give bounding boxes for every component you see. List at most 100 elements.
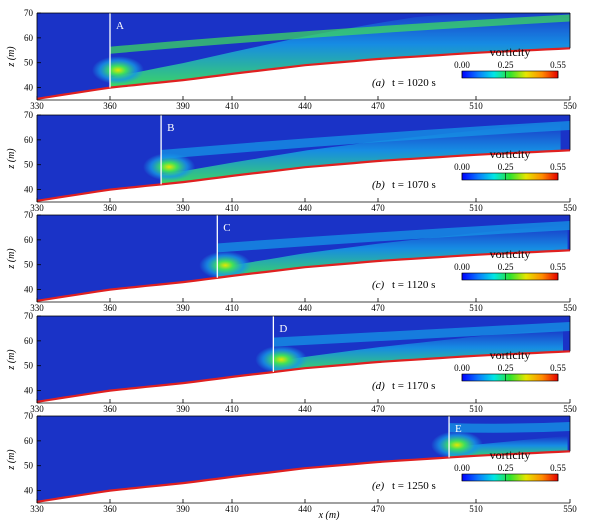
x-tick-label: 470 [371, 203, 385, 213]
colorbar-tick-label: 0.00 [454, 363, 470, 373]
current-head [255, 345, 308, 374]
vorticity-field [37, 215, 570, 301]
colorbar [461, 272, 559, 281]
panel-time: t = 1170 s [392, 380, 435, 392]
y-axis-label: z (m) [6, 46, 17, 68]
panel-e: E 40 50 60 70 z (m) 330 360 390 410 440 470 510 550 (e… [6, 411, 577, 514]
x-tick-label: 390 [176, 203, 190, 213]
y-tick-label: 40 [24, 185, 34, 195]
x-tick-label: 410 [225, 101, 239, 111]
x-tick-label: 440 [298, 303, 312, 313]
marker-label: A [116, 20, 124, 32]
colorbar-tick-label: 0.55 [550, 60, 566, 70]
y-axis-label: z (m) [6, 148, 17, 170]
y-tick-label: 60 [24, 135, 34, 145]
x-tick-label: 510 [469, 404, 483, 414]
plume-band [273, 328, 563, 372]
colorbar-title: vorticity [490, 147, 531, 161]
y-tick-label: 50 [24, 361, 34, 371]
colorbar-tick-label: 0.55 [550, 363, 566, 373]
x-tick-label: 550 [563, 101, 577, 111]
x-tick-label: 550 [563, 504, 577, 514]
y-tick-label: 40 [24, 486, 34, 496]
colorbar-tick-label: 0.00 [454, 60, 470, 70]
panel-label: (c) [372, 279, 385, 291]
colorbar-tick-label: 0.00 [454, 162, 470, 172]
x-tick-label: 390 [176, 404, 190, 414]
x-tick-label: 360 [103, 504, 117, 514]
shear-layer [109, 14, 570, 54]
colorbar-title: vorticity [490, 348, 531, 362]
colorbar-title: vorticity [490, 448, 531, 462]
y-tick-label: 60 [24, 235, 34, 245]
x-tick-label: 330 [30, 404, 44, 414]
x-tick-label: 550 [563, 203, 577, 213]
panel-a: A 40 50 60 70 z (m) 330 360 390 410 440 470 510 550 (a… [6, 8, 577, 111]
y-tick-label: 40 [24, 285, 34, 295]
y-tick-label: 70 [24, 8, 34, 18]
colorbar [461, 70, 559, 79]
y-tick-label: 70 [24, 411, 34, 421]
y-tick-label: 60 [24, 436, 34, 446]
y-axis-label: z (m) [6, 349, 17, 371]
x-tick-label: 410 [225, 504, 239, 514]
colorbar-tick-label: 0.25 [498, 262, 514, 272]
marker-label: D [279, 323, 287, 335]
colorbar-tick-label: 0.55 [550, 162, 566, 172]
x-tick-label: 470 [371, 504, 385, 514]
x-tick-label: 330 [30, 504, 44, 514]
panel-label: (b) [372, 179, 385, 191]
current-head [199, 251, 252, 280]
x-tick-label: 440 [298, 404, 312, 414]
x-tick-label: 510 [469, 203, 483, 213]
x-tick-label: 470 [371, 101, 385, 111]
x-axis-label: x (m) [318, 510, 340, 520]
bed-boundary [36, 450, 571, 503]
x-tick-label: 470 [371, 303, 385, 313]
colorbar-tick-label: 0.25 [498, 463, 514, 473]
x-tick-label: 410 [225, 203, 239, 213]
y-tick-label: 60 [24, 33, 34, 43]
shear-layer [160, 120, 570, 160]
colorbar-tick-label: 0.00 [454, 262, 470, 272]
colorbar-tick-label: 0.25 [498, 162, 514, 172]
y-axis-label: z (m) [6, 449, 17, 471]
x-tick-label: 410 [225, 404, 239, 414]
colorbar [461, 373, 559, 382]
x-tick-label: 510 [469, 101, 483, 111]
x-tick-label: 510 [469, 303, 483, 313]
x-tick-label: 330 [30, 303, 44, 313]
colorbar-tick-label: 0.55 [550, 262, 566, 272]
colorbar [461, 473, 559, 482]
colorbar-tick-label: 0.55 [550, 463, 566, 473]
x-tick-label: 510 [469, 504, 483, 514]
shear-layer [448, 421, 570, 433]
y-tick-label: 50 [24, 58, 34, 68]
panel-d: D 40 50 60 70 z (m) 330 360 390 410 440 470 510 550 (d… [6, 311, 577, 414]
panel-b: B 40 50 60 70 z (m) 330 360 390 410 440 470 510 550 (b… [6, 110, 577, 213]
y-tick-label: 70 [24, 210, 34, 220]
colorbar-title: vorticity [490, 247, 531, 261]
x-tick-label: 440 [298, 101, 312, 111]
panel-time: t = 1020 s [392, 77, 436, 89]
marker-label: B [167, 122, 174, 134]
x-tick-label: 550 [563, 303, 577, 313]
current-head [143, 152, 196, 181]
bed-boundary [36, 149, 571, 202]
x-tick-label: 440 [298, 504, 312, 514]
panels: A 40 50 60 70 z (m) 330 360 390 410 440 470 510 550 (a… [6, 8, 577, 514]
panel-label: (a) [372, 77, 385, 89]
plume-band [110, 13, 570, 88]
y-tick-label: 50 [24, 160, 34, 170]
x-tick-label: 470 [371, 404, 385, 414]
colorbar [461, 172, 559, 181]
y-tick-label: 50 [24, 260, 34, 270]
x-tick-label: 330 [30, 101, 44, 111]
x-tick-label: 410 [225, 303, 239, 313]
shear-layer [273, 321, 570, 347]
current-head [92, 56, 144, 85]
bed-boundary [36, 350, 571, 403]
panel-time: t = 1120 s [392, 279, 435, 291]
y-tick-label: 70 [24, 110, 34, 120]
